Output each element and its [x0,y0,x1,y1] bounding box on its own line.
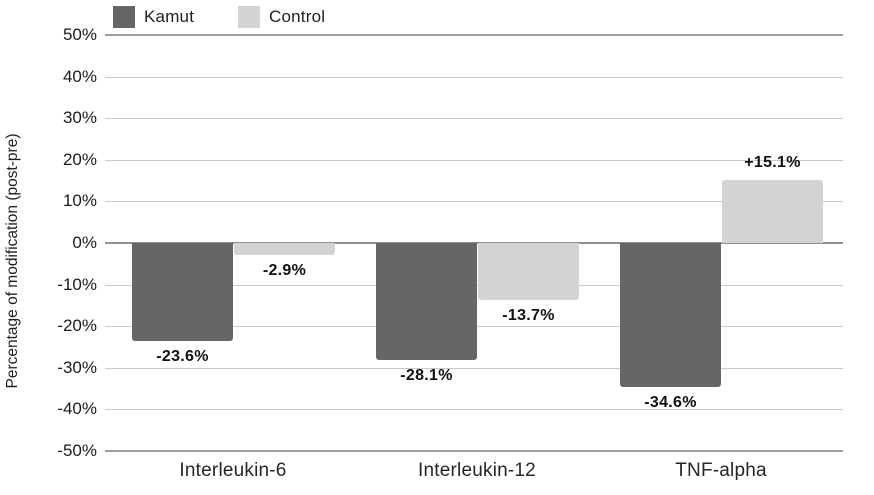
bar-value-label-control-interleukin-12: -13.7% [502,306,555,324]
control-color-swatch [238,6,260,28]
y-tick-label-30%: 30% [62,108,97,128]
bar-kamut-interleukin-12 [376,243,477,360]
bar-value-label-kamut-tnf-alpha: -34.6% [644,393,697,411]
gridline--40% [105,409,843,411]
plot-area: -23.6% -2.9% -28.1% -13.7% -34.6% +15.1% [105,34,843,452]
gridline-40% [105,76,843,78]
legend-label-control: Control [269,7,326,26]
bar-control-tnf-alpha [722,180,823,243]
bar-control-interleukin-12 [478,243,579,300]
legend-label-kamut: Kamut [144,7,195,26]
legend-item-control: Control [238,6,325,28]
y-tick-label--40%: -40% [57,399,97,419]
y-tick-label--20%: -20% [57,316,97,336]
bar-kamut-interleukin-6 [132,243,233,342]
y-tick-label-10%: 10% [62,191,97,211]
y-tick-label-20%: 20% [62,149,97,169]
gridline-10% [105,201,843,203]
gridline-20% [105,159,843,161]
y-tick-label-50%: 50% [62,25,97,44]
gridline-50% [105,34,843,36]
legend-item-kamut: Kamut [113,6,194,28]
bar-value-label-control-tnf-alpha: +15.1% [744,154,801,172]
bar-value-label-kamut-interleukin-6: -23.6% [156,348,209,366]
gridline-30% [105,118,843,120]
y-tick-label-40%: 40% [62,66,97,86]
y-tick-label-0%: 0% [72,233,97,252]
x-category-label-interleukin-12: Interleukin-12 [418,460,536,481]
gridline--50% [105,450,843,452]
bar-kamut-tnf-alpha [620,243,721,387]
x-category-label-tnf-alpha: TNF-alpha [675,460,767,481]
y-tick-label--10%: -10% [57,274,97,294]
kamut-color-swatch [113,6,135,28]
legend: Kamut Control [0,6,874,32]
x-category-label-interleukin-6: Interleukin-6 [179,460,287,481]
y-tick-label--50%: -50% [57,441,97,460]
y-tick-label--30%: -30% [57,357,97,377]
bar-control-interleukin-6 [234,243,335,256]
bar-value-label-control-interleukin-6: -2.9% [262,262,307,280]
bar-value-label-kamut-interleukin-12: -28.1% [400,366,453,384]
gridline--30% [105,367,843,369]
